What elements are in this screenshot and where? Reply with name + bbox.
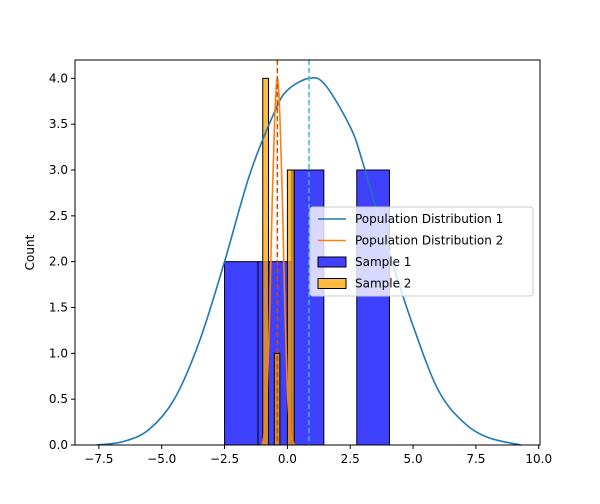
y-tick-label: 0.0 — [49, 438, 68, 452]
x-tick-label: 7.5 — [466, 452, 485, 466]
y-axis-title: Count — [23, 234, 37, 270]
legend-swatch-sample-1 — [317, 256, 347, 268]
bar-sample-2-4 — [286, 169, 295, 445]
legend-box — [309, 206, 534, 297]
y-tick-label: 2.0 — [49, 255, 68, 269]
x-tick-label: −2.5 — [210, 452, 239, 466]
y-tick-label: 3.5 — [49, 117, 68, 131]
legend-swatch-sample-2 — [317, 278, 347, 289]
y-tick-label: 4.0 — [49, 71, 68, 85]
y-tick-label: 3.0 — [49, 163, 68, 177]
legend-label-sample-1: Sample 1 — [355, 255, 411, 269]
y-tick-label: 1.0 — [49, 346, 68, 360]
y-tick-label: 2.5 — [49, 209, 68, 223]
curve-population-distribution-2 — [261, 77, 296, 445]
x-tick-label: 10.0 — [525, 452, 552, 466]
y-tick-label: 0.5 — [49, 392, 68, 406]
x-tick-label: 2.5 — [341, 452, 360, 466]
legend-label-population-distribution-2: Population Distribution 2 — [355, 234, 503, 248]
x-tick-label: 0.0 — [278, 452, 297, 466]
x-tick-label: −7.5 — [84, 452, 113, 466]
bar-sample-1-0 — [224, 261, 259, 445]
x-tick-label: −5.0 — [147, 452, 176, 466]
legend-label-population-distribution-1: Population Distribution 1 — [355, 212, 503, 226]
x-tick-label: 5.0 — [404, 452, 423, 466]
legend-label-sample-2: Sample 2 — [355, 277, 411, 291]
y-tick-label: 1.5 — [49, 301, 68, 315]
plot-frame — [74, 59, 541, 446]
